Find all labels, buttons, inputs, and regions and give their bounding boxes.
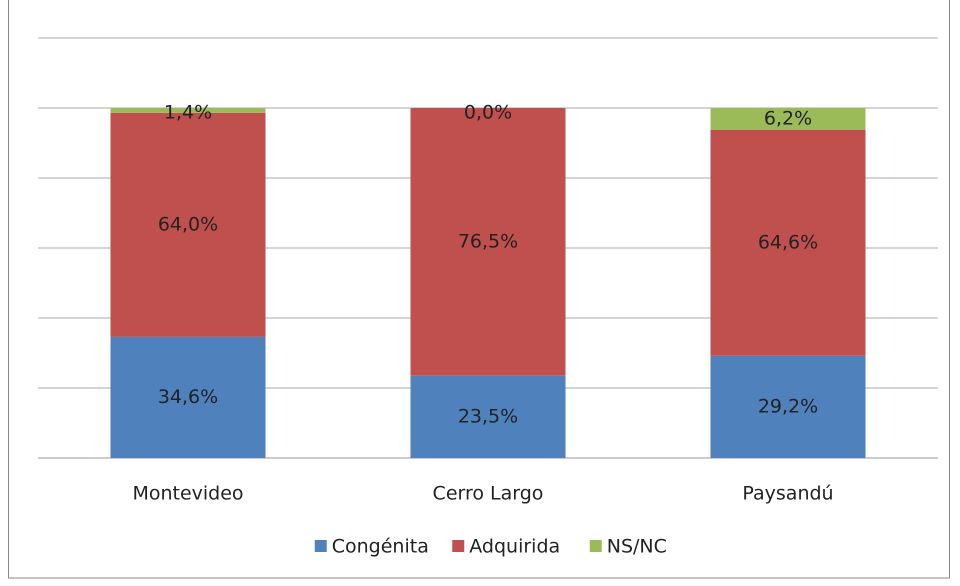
- bar-segment: [710, 355, 866, 458]
- legend-label: Adquirida: [469, 536, 560, 558]
- data-label: 76,5%: [458, 230, 518, 252]
- x-tick-label: Paysandú: [742, 483, 833, 505]
- data-label: 34,6%: [158, 386, 218, 408]
- legend-label: Congénita: [332, 536, 429, 558]
- legend-swatch: [589, 540, 602, 552]
- bar-segment: [710, 129, 866, 356]
- bar-segment: [110, 112, 266, 337]
- x-tick-label: Cerro Largo: [433, 483, 544, 505]
- bar-segment: [710, 108, 866, 130]
- bar-segment: [110, 108, 266, 113]
- legend-swatch: [314, 540, 327, 552]
- legend-label: NS/NC: [607, 536, 667, 558]
- data-label: 64,0%: [158, 213, 218, 235]
- data-label: 64,6%: [758, 231, 818, 253]
- bar-segment: [410, 375, 566, 458]
- data-label: 6,2%: [764, 107, 812, 129]
- legend-swatch: [452, 540, 465, 552]
- x-tick-label: Montevideo: [132, 483, 243, 505]
- bar-segment: [110, 336, 266, 458]
- data-label: 1,4%: [164, 102, 212, 124]
- data-label: 0,0%: [464, 102, 512, 124]
- data-label: 23,5%: [458, 405, 518, 427]
- data-label: 29,2%: [758, 395, 818, 417]
- bar-segment: [410, 108, 566, 376]
